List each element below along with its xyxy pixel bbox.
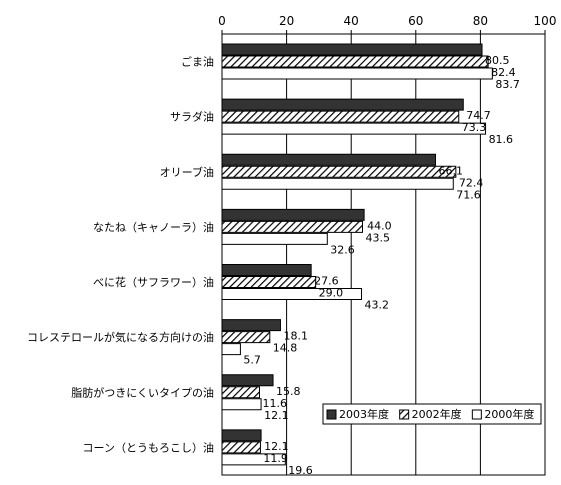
bar: [221, 319, 281, 332]
bar: [221, 276, 317, 288]
x-tick-label: 60: [408, 14, 423, 28]
bar: [221, 98, 464, 111]
bar: [221, 398, 262, 411]
category-label: ごま油: [181, 55, 214, 69]
bar: [221, 374, 274, 387]
category-label: サラダ油: [170, 110, 214, 124]
data-label: 32.6: [330, 243, 355, 256]
data-label: 83.7: [495, 78, 520, 91]
bar: [221, 122, 487, 135]
bar: [221, 110, 460, 123]
category-label: なたね（キャノーラ）油: [93, 220, 214, 234]
data-label: 12.1: [264, 440, 289, 453]
bar: [221, 55, 489, 68]
bar: [221, 177, 454, 190]
category-label: べに花（サフラワー）油: [93, 275, 214, 289]
bar: [221, 43, 483, 56]
axis-layer: 0 20 40 60 80 100: [218, 14, 557, 476]
bar: [221, 441, 261, 454]
data-label: 11.6: [262, 397, 287, 410]
data-label: 11.9: [263, 452, 288, 465]
category-label: コレステロールが気になる方向けの油: [27, 330, 214, 344]
data-label: 43.5: [366, 231, 391, 244]
bar: [221, 153, 437, 166]
bar: [221, 386, 260, 399]
x-tick-label: 40: [344, 14, 359, 28]
bar: [221, 331, 271, 344]
bar: [221, 67, 493, 80]
data-label: 44.0: [367, 219, 392, 232]
x-tick-label: 80: [473, 14, 488, 28]
legend-swatch: [399, 409, 410, 420]
data-label: 19.6: [288, 464, 313, 477]
data-label: 12.1: [264, 409, 289, 422]
legend-swatch: [471, 409, 482, 420]
legend-label: 2000年度: [484, 407, 534, 421]
category-label: オリーブ油: [160, 165, 214, 179]
data-label: 74.7: [466, 109, 491, 122]
bar: [221, 429, 262, 442]
data-label: 18.1: [283, 330, 308, 343]
category-label: コーン（とうもろこし）油: [83, 440, 214, 454]
data-label: 82.4: [491, 66, 515, 79]
data-label: 5.7: [243, 354, 261, 367]
legend-label: 2002年度: [412, 407, 462, 421]
legend: 2003年度 2002年度 2000年度: [322, 403, 542, 425]
bar: [221, 165, 457, 178]
data-label: 80.5: [485, 54, 510, 67]
data-label: 14.8: [273, 342, 298, 355]
bar: [221, 220, 364, 233]
data-label: 15.8: [276, 385, 301, 398]
x-tick-label: 100: [534, 14, 557, 28]
data-label: 72.4: [459, 176, 484, 189]
x-tick-label: 0: [218, 14, 226, 28]
data-label: 71.6: [456, 188, 481, 201]
bar: [221, 343, 241, 356]
data-label: 29.0: [319, 287, 344, 300]
data-label: 66.1: [439, 164, 464, 177]
legend-swatch: [326, 409, 337, 420]
category-label: 脂肪がつきにくいタイプの油: [71, 385, 214, 399]
legend-box: [322, 403, 542, 425]
bar: [221, 264, 312, 276]
bar: [221, 232, 328, 245]
x-tick-label: 20: [279, 14, 294, 28]
bar: [221, 208, 365, 221]
legend-label: 2003年度: [339, 407, 389, 421]
data-label: 81.6: [489, 133, 514, 146]
data-label: 73.3: [462, 121, 487, 134]
labels-layer: ごま油 80.582.483.7 サラダ油 74.773.381.6 オリーブ油 66.1…: [27, 54, 520, 477]
plot-frame: [221, 33, 546, 476]
data-label: 43.2: [365, 299, 390, 312]
data-label: 27.6: [314, 275, 339, 288]
